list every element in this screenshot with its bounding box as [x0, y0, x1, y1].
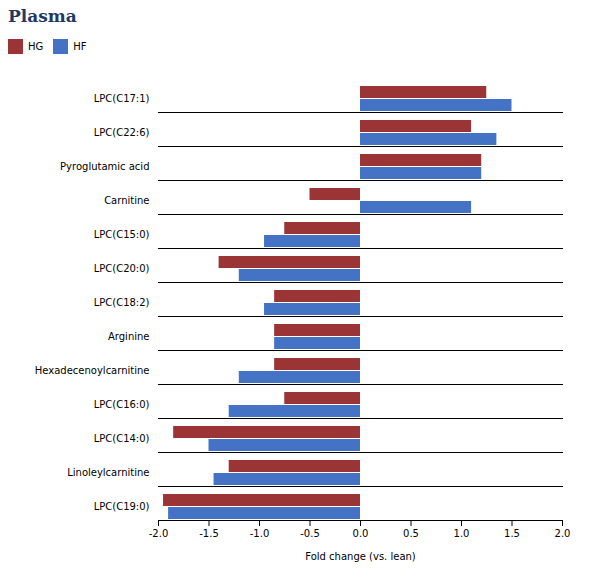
- html-text:HG: HG: [28, 41, 44, 52]
- svg-text:Arginine: Arginine: [108, 331, 150, 342]
- svg-text:1.5: 1.5: [504, 528, 520, 539]
- svg-text:LPC(C18:2): LPC(C18:2): [94, 297, 150, 308]
- svg-text:LPC(C22:6): LPC(C22:6): [94, 127, 150, 138]
- svg-text:0.0: 0.0: [353, 528, 369, 539]
- svg-text:Fold change (vs. lean): Fold change (vs. lean): [305, 551, 416, 562]
- svg-text:1.0: 1.0: [454, 528, 470, 539]
- svg-text:-1.0: -1.0: [250, 528, 270, 539]
- html-text:Plasma: Plasma: [8, 6, 77, 26]
- svg-text:-2.0: -2.0: [149, 528, 169, 539]
- svg-text:Pyroglutamic acid: Pyroglutamic acid: [60, 161, 149, 172]
- svg-text:Hexadecenoylcarnitine: Hexadecenoylcarnitine: [35, 365, 150, 376]
- svg-text:0.5: 0.5: [403, 528, 419, 539]
- svg-text:2.0: 2.0: [555, 528, 571, 539]
- svg-text:-1.5: -1.5: [199, 528, 219, 539]
- svg-text:LPC(C20:0): LPC(C20:0): [94, 263, 150, 274]
- svg-text:-0.5: -0.5: [300, 528, 320, 539]
- svg-text:Carnitine: Carnitine: [104, 195, 149, 206]
- svg-text:LPC(C16:0): LPC(C16:0): [94, 399, 150, 410]
- svg-text:Linoleylcarnitine: Linoleylcarnitine: [67, 467, 149, 478]
- svg-text:LPC(C14:0): LPC(C14:0): [94, 433, 150, 444]
- svg-text:LPC(C19:0): LPC(C19:0): [94, 501, 150, 512]
- svg-text:LPC(C17:1): LPC(C17:1): [94, 93, 150, 104]
- svg-text:LPC(C15:0): LPC(C15:0): [94, 229, 150, 240]
- html-text:HF: HF: [73, 41, 87, 52]
